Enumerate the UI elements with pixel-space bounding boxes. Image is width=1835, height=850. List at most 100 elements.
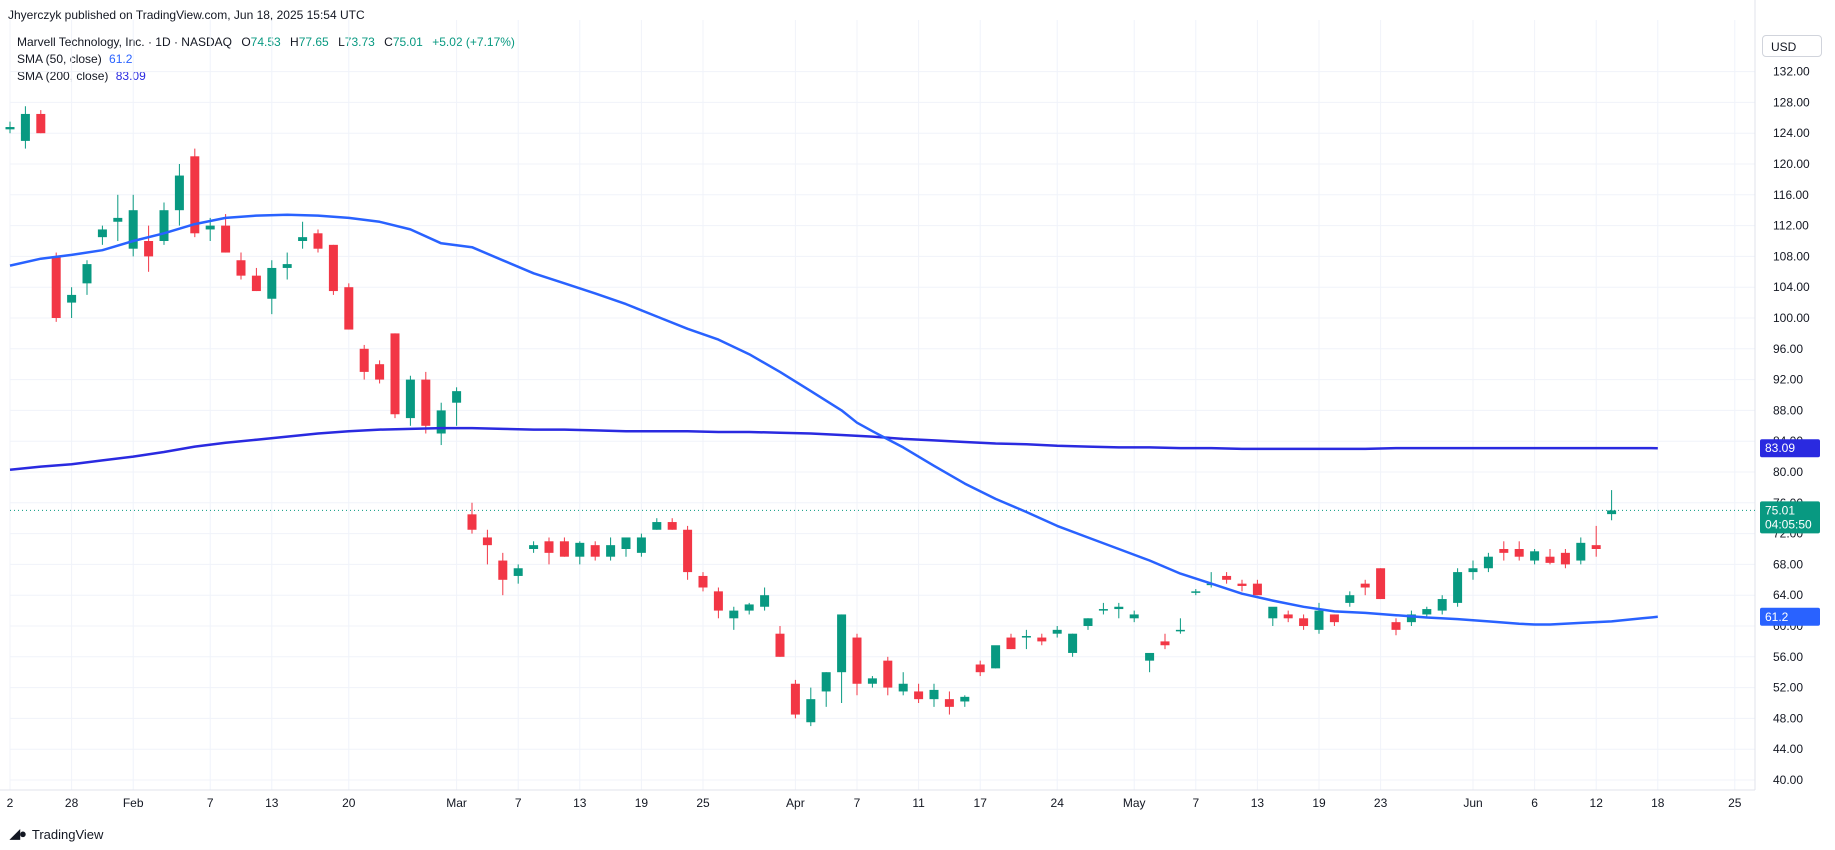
candle-body bbox=[1237, 583, 1247, 586]
candle-body bbox=[1037, 637, 1047, 642]
candle-body bbox=[67, 294, 77, 303]
candle-body bbox=[1160, 641, 1170, 646]
candle-body bbox=[760, 595, 770, 607]
sma50-label: SMA (50, close) bbox=[17, 52, 102, 66]
candle-body bbox=[1252, 583, 1262, 596]
low-label: L bbox=[338, 35, 345, 49]
candle-body bbox=[806, 699, 816, 723]
price-tick-label: 112.00 bbox=[1773, 219, 1809, 233]
price-tick-label: 56.00 bbox=[1773, 650, 1803, 664]
sma200-tag-bg bbox=[1760, 439, 1820, 458]
candle-body bbox=[144, 241, 154, 257]
sma200-legend[interactable]: SMA (200, close) 83.09 bbox=[17, 69, 146, 83]
price-tick-label: 120.00 bbox=[1773, 157, 1810, 171]
candle-body bbox=[1376, 568, 1386, 600]
candle-body bbox=[744, 604, 754, 611]
time-tick-label: 13 bbox=[573, 796, 587, 810]
sma50-line bbox=[9, 213, 1658, 626]
sma50-legend[interactable]: SMA (50, close) 61.2 bbox=[17, 52, 132, 66]
time-tick-label: 18 bbox=[1651, 796, 1665, 810]
time-tick-label: 6 bbox=[1531, 796, 1538, 810]
candle-body bbox=[51, 256, 61, 318]
time-tick-label: 7 bbox=[207, 796, 214, 810]
price-tick-label: 132.00 bbox=[1773, 65, 1810, 79]
candle-body bbox=[929, 689, 939, 700]
close-value: 75.01 bbox=[392, 35, 423, 49]
tradingview-logo-icon: ◢● bbox=[10, 826, 27, 841]
price-tick-label: 128.00 bbox=[1773, 95, 1810, 109]
candle-body bbox=[251, 275, 261, 292]
candle-body bbox=[482, 537, 492, 546]
candle-body bbox=[1083, 618, 1093, 626]
candle-body bbox=[575, 542, 585, 557]
price-tick-label: 44.00 bbox=[1773, 742, 1803, 756]
footer-brand: TradingView bbox=[31, 826, 104, 842]
price-tick-label: 64.00 bbox=[1773, 588, 1803, 602]
candle-body bbox=[1314, 610, 1324, 630]
time-tick-label: 28 bbox=[65, 796, 79, 810]
candle-body bbox=[1560, 552, 1570, 565]
candle-body bbox=[1129, 614, 1139, 619]
candle-body bbox=[128, 210, 138, 249]
time-tick-label: 2 bbox=[7, 796, 14, 810]
candle-body bbox=[236, 260, 246, 276]
change-value: +5.02 (+7.17%) bbox=[432, 35, 515, 49]
candle-body bbox=[1114, 606, 1124, 610]
candle-body bbox=[359, 348, 369, 372]
candle-body bbox=[498, 560, 508, 580]
candle-body bbox=[1468, 568, 1478, 573]
candle-body bbox=[1591, 545, 1601, 549]
candle-body bbox=[375, 364, 385, 380]
candle-body bbox=[36, 113, 46, 134]
time-tick-label: 20 bbox=[342, 796, 356, 810]
candle-body bbox=[421, 379, 431, 426]
last-price-tag-bg bbox=[1760, 501, 1820, 534]
last-price-tag-countdown: 04:05:50 bbox=[1765, 517, 1812, 531]
candle-body bbox=[1453, 572, 1463, 603]
time-tick-label: 25 bbox=[696, 796, 710, 810]
footer: ◢● TradingView bbox=[10, 826, 103, 842]
price-tick-label: 68.00 bbox=[1773, 557, 1803, 571]
candle-body bbox=[344, 287, 354, 330]
candle-body bbox=[837, 614, 847, 673]
price-tick-label: 124.00 bbox=[1773, 126, 1810, 140]
candle-body bbox=[1268, 606, 1278, 619]
candle-body bbox=[1006, 637, 1016, 650]
candle-body bbox=[298, 237, 308, 241]
candle-body bbox=[1607, 510, 1617, 515]
publisher-line: Jhyerczyk published on TradingView.com, … bbox=[8, 8, 365, 22]
last-price-tag-label: 75.01 bbox=[1765, 503, 1795, 517]
candle-body bbox=[190, 156, 200, 234]
candle-body bbox=[5, 127, 15, 130]
currency-button[interactable]: USD bbox=[1762, 35, 1822, 57]
candle-body bbox=[1191, 591, 1201, 593]
candle-body bbox=[683, 529, 693, 573]
time-tick-label: 25 bbox=[1728, 796, 1742, 810]
price-tick-label: 104.00 bbox=[1773, 280, 1810, 294]
low-value: 73.73 bbox=[344, 35, 375, 49]
symbol-title: Marvell Technology, Inc. · 1D · NASDAQ bbox=[17, 35, 232, 49]
price-tick-label: 92.00 bbox=[1773, 373, 1803, 387]
candle-body bbox=[975, 664, 985, 673]
price-tick-label: 88.00 bbox=[1773, 403, 1803, 417]
candle-body bbox=[1499, 549, 1509, 553]
time-tick-label: 7 bbox=[515, 796, 522, 810]
candle-body bbox=[513, 568, 523, 576]
time-tick-label: May bbox=[1123, 796, 1146, 810]
sma50-value: 61.2 bbox=[109, 52, 133, 66]
candle-body bbox=[667, 522, 677, 530]
candle-body bbox=[267, 267, 277, 299]
candle-body bbox=[1391, 622, 1401, 630]
sma200-tag-label: 83.09 bbox=[1765, 441, 1795, 455]
candle-body bbox=[729, 610, 739, 619]
candle-body bbox=[1360, 583, 1370, 588]
candle-body bbox=[282, 264, 292, 268]
price-tick-label: 52.00 bbox=[1773, 681, 1803, 695]
sma200-value: 83.09 bbox=[115, 69, 146, 83]
candle-body bbox=[1483, 556, 1493, 569]
symbol-legend[interactable]: Marvell Technology, Inc. · 1D · NASDAQ O… bbox=[17, 35, 515, 49]
time-tick-label: 19 bbox=[635, 796, 649, 810]
high-value: 77.65 bbox=[298, 35, 329, 49]
time-tick-label: 19 bbox=[1312, 796, 1326, 810]
